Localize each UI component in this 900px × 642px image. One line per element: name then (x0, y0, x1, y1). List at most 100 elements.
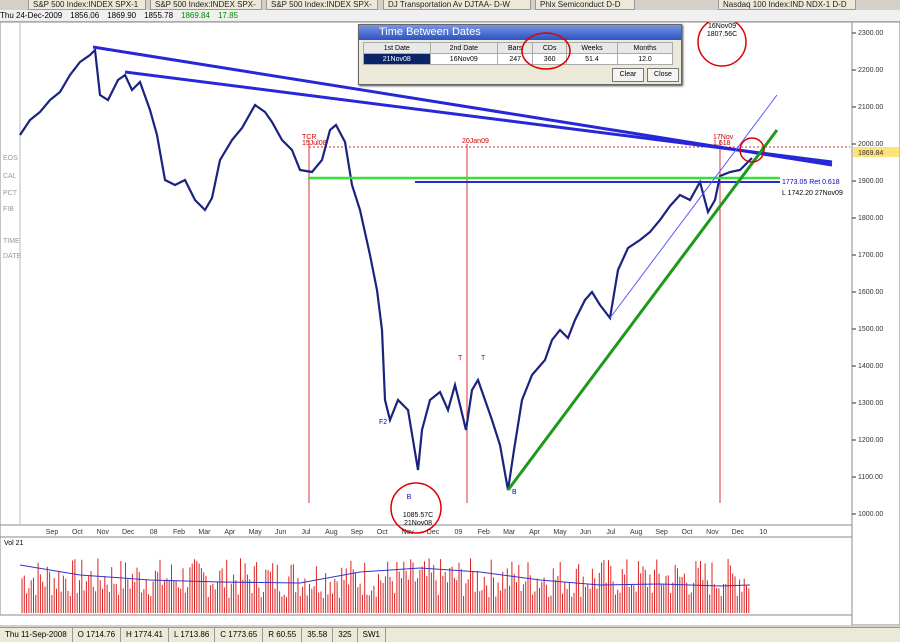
price-tick-label: 1900.00 (858, 178, 883, 185)
date-tick-label: Feb (173, 529, 185, 536)
status-field: L 1713.86 (169, 628, 216, 642)
tab: S&P 500 Index:INDEX SPX-1 D-D (266, 0, 378, 19)
date-tick-label: Dec (732, 529, 745, 536)
annotation: B (512, 489, 517, 496)
dialog-table: 1st Date 2nd Date Bars CDs Weeks Months 21Nov… (363, 42, 673, 65)
date-tick-label: Apr (529, 529, 541, 536)
chart-panel: EOS CAL PCT FIB TIME DATE 2300.00 2200.00 2100.0… (0, 17, 900, 626)
annotation: T (458, 355, 463, 362)
status-field: 35.58 (302, 628, 334, 642)
quote-field: 1855.78 (144, 11, 174, 20)
date-tick-label: May (553, 529, 567, 536)
price-tick-label: 1400.00 (858, 363, 883, 370)
annotation: 1.618 (713, 140, 731, 147)
spacer (887, 25, 888, 26)
quote-field: 1869.90 (107, 11, 137, 20)
date-tick-label: Nov (97, 529, 110, 536)
tab: DJ Transportation Av DJTAA- D-W (383, 0, 531, 10)
price-tick-label: 1000.00 (858, 511, 883, 518)
price-path (19, 47, 753, 491)
date-tick-label: Jun (275, 529, 286, 536)
price-tick-label: 1600.00 (858, 289, 883, 296)
highlight-circle (739, 137, 765, 163)
status-field: C 1773.65 (215, 628, 264, 642)
quote-field: 17.85 (217, 11, 238, 20)
tool-label: DATE (3, 253, 21, 260)
annotation: B (407, 494, 412, 501)
date-tick-label: Oct (72, 529, 83, 536)
date-tick-label: Apr (224, 529, 236, 536)
cell: 247 (497, 53, 534, 65)
annotation: 17Nov (713, 134, 734, 141)
status-field: SW1 (358, 628, 386, 642)
annotation: 1807.56C (707, 31, 737, 38)
date-tick-label: Nov (706, 529, 719, 536)
annotation: F2 (379, 419, 387, 426)
status-bar: Thu 11-Sep-2008 O 1714.76 H 1774.41 L 1713.… (0, 627, 900, 642)
time-between-dates-dialog: Time Between Dates 1st Date 2nd Date Bars C… (358, 24, 682, 85)
price-tick-label: 1100.00 (858, 474, 883, 481)
column-header: Weeks (565, 42, 619, 54)
date-tick-label: Mar (503, 529, 516, 536)
status-field: Thu 11-Sep-2008 (0, 628, 73, 642)
quote-field: 1856.06 (70, 11, 100, 20)
date-tick-label: Dec (122, 529, 135, 536)
date-tick-label: Aug (325, 529, 338, 536)
date-tick-label: Feb (478, 529, 490, 536)
close-button[interactable]: Close (647, 68, 679, 82)
date-tick-label: Aug (630, 529, 643, 536)
quote-field: 1869.84 (181, 11, 210, 20)
annotation: 21Nov08 (404, 520, 432, 527)
tab: S&P 500 Index:INDEX SPX-1 D-M (150, 0, 262, 19)
date-tick-label: Sep (46, 529, 59, 536)
date-tick-label: Sep (351, 529, 364, 536)
trend-line (506, 129, 779, 491)
date-tick-label: Jul (606, 529, 615, 536)
tool-label: TIME (3, 238, 20, 245)
column-header: Months (617, 42, 673, 54)
trend-line (124, 70, 833, 164)
date-tick-label: Nov (401, 529, 414, 536)
status-field: H 1774.41 (121, 628, 169, 642)
volume-label: Vol 21 (4, 540, 24, 547)
tool-label: PCT (3, 190, 18, 197)
cell: 51.4 (565, 53, 619, 65)
last-price-tag (853, 147, 899, 157)
column-header: 2nd Date (429, 42, 499, 54)
annotation: L 1742.20 27Nov09 (782, 190, 843, 197)
cds-circle (521, 32, 571, 70)
dialog-title: Time Between Dates (359, 25, 681, 40)
date-tick-label: Jul (302, 529, 311, 536)
tool-label: EOS (3, 155, 18, 162)
annotation: 20Jan09 (462, 138, 489, 145)
status-field: 325 (333, 628, 358, 642)
date-tick-label: Oct (682, 529, 693, 536)
price-tick-label: 2100.00 (858, 104, 883, 111)
tab: Nasdaq 100 Index:IND NDX-1 D-D (718, 0, 856, 10)
price-tick-label: 1800.00 (858, 215, 883, 222)
date-tick-label: 08 (150, 529, 158, 536)
price-pane (0, 21, 853, 526)
date-tick-label: Sep (655, 529, 668, 536)
clear-button[interactable]: Clear (612, 68, 644, 82)
date-tick-label: Oct (377, 529, 388, 536)
date-tick-label: May (249, 529, 263, 536)
status-field: R 60.55 (263, 628, 303, 642)
annotation: 1773.05 Ret 0.618 (782, 179, 840, 186)
column-header: 1st Date (363, 42, 431, 54)
annotation: TCR (302, 134, 316, 141)
last-price: 1869.84 (858, 150, 883, 157)
price-tick-label: 1300.00 (858, 400, 883, 407)
date-tick-label: 09 (455, 529, 463, 536)
annotation: T (481, 355, 486, 362)
tab: Phlx Semiconduct D-D (535, 0, 635, 10)
price-tick-label: 2000.00 (858, 141, 883, 148)
annotation: 16Nov09 (708, 23, 736, 30)
cell: 12.0 (617, 53, 673, 65)
date-tick-label: 10 (759, 529, 767, 536)
chart: EOS CAL PCT FIB TIME DATE 2300.00 2200.00 2100.0… (0, 17, 900, 626)
price-tick-label: 1500.00 (858, 326, 883, 333)
date-tick-label: Dec (427, 529, 440, 536)
price-tick-label: 2200.00 (858, 67, 883, 74)
